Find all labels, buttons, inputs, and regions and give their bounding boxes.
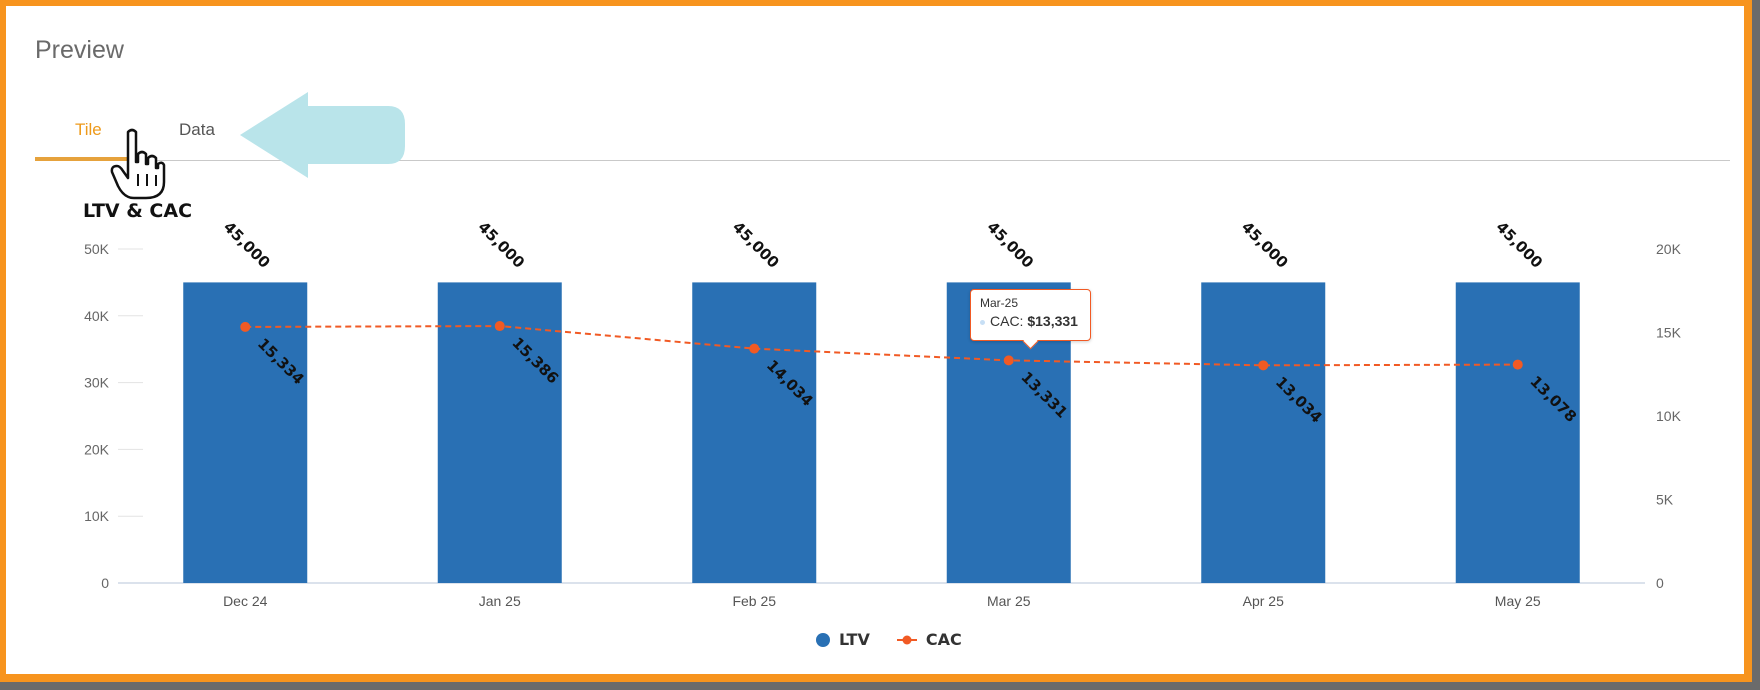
legend-label-ltv: LTV (839, 630, 870, 649)
cac-series-line (245, 325, 1518, 367)
legend-item-ltv[interactable]: LTV (815, 630, 870, 649)
x-tick-label: Feb 25 (732, 593, 776, 609)
cac-point (494, 321, 505, 332)
active-tab-indicator (35, 157, 135, 161)
x-tick-label: Dec 24 (223, 593, 268, 609)
y-left-tick-label: 10K (84, 508, 110, 524)
cac-point (1258, 360, 1269, 371)
tooltip-dot-icon (980, 319, 985, 325)
bar-data-label: 45,000 (1492, 218, 1546, 272)
bar-data-label: 45,000 (729, 218, 783, 272)
chart-legend: LTV CAC (815, 630, 962, 649)
cac-point (749, 343, 760, 354)
tabs-divider (35, 160, 1730, 161)
bar-ltv (1455, 282, 1580, 583)
panel-shadow-bottom (0, 682, 1760, 690)
cac-point (240, 321, 251, 332)
bar-data-label: 45,000 (220, 218, 274, 272)
y-right-tick-label: 10K (1656, 408, 1682, 424)
tooltip-value: $13,331 (1027, 313, 1078, 329)
legend-circle-icon (816, 632, 830, 647)
tab-data[interactable]: Data (179, 120, 215, 139)
chart-title: LTV & CAC (83, 200, 193, 222)
tooltip-date: Mar-25 (980, 296, 1019, 310)
x-tick-label: Apr 25 (1243, 593, 1284, 609)
panel-title: Preview (35, 36, 124, 64)
hand-pointer-icon (110, 128, 166, 200)
y-left-tick-label: 40K (84, 308, 110, 324)
legend-item-cac[interactable]: CAC (896, 630, 962, 649)
tooltip-label: CAC: (990, 313, 1024, 329)
y-right-tick-label: 20K (1656, 241, 1682, 257)
x-tick-label: Mar 25 (987, 593, 1031, 609)
x-tick-label: May 25 (1495, 593, 1541, 609)
chart-tooltip: Mar-25 CAC: $13,331 (970, 289, 1091, 341)
y-left-tick-label: 30K (84, 375, 110, 391)
left-arrow-icon (240, 92, 405, 178)
legend-line-marker-icon (896, 635, 917, 644)
bar-ltv (437, 282, 562, 583)
bar-ltv (1201, 282, 1326, 583)
y-right-tick-label: 5K (1656, 492, 1674, 508)
legend-label-cac: CAC (925, 630, 962, 649)
cac-point (1512, 359, 1523, 370)
bar-ltv (183, 282, 308, 583)
bar-ltv (692, 282, 817, 583)
y-left-tick-label: 0 (101, 575, 109, 591)
bar-data-label: 45,000 (474, 218, 528, 272)
bar-data-label: 45,000 (1238, 218, 1292, 272)
x-tick-label: Jan 25 (479, 593, 521, 609)
bar-data-label: 45,000 (983, 218, 1037, 272)
y-left-tick-label: 50K (84, 241, 110, 257)
panel-shadow-right (1752, 0, 1760, 690)
tab-tile[interactable]: Tile (75, 120, 102, 139)
y-left-tick-label: 20K (84, 441, 110, 457)
y-right-tick-label: 0 (1656, 575, 1664, 591)
cac-point (1003, 355, 1014, 366)
y-right-tick-label: 15K (1656, 325, 1682, 341)
